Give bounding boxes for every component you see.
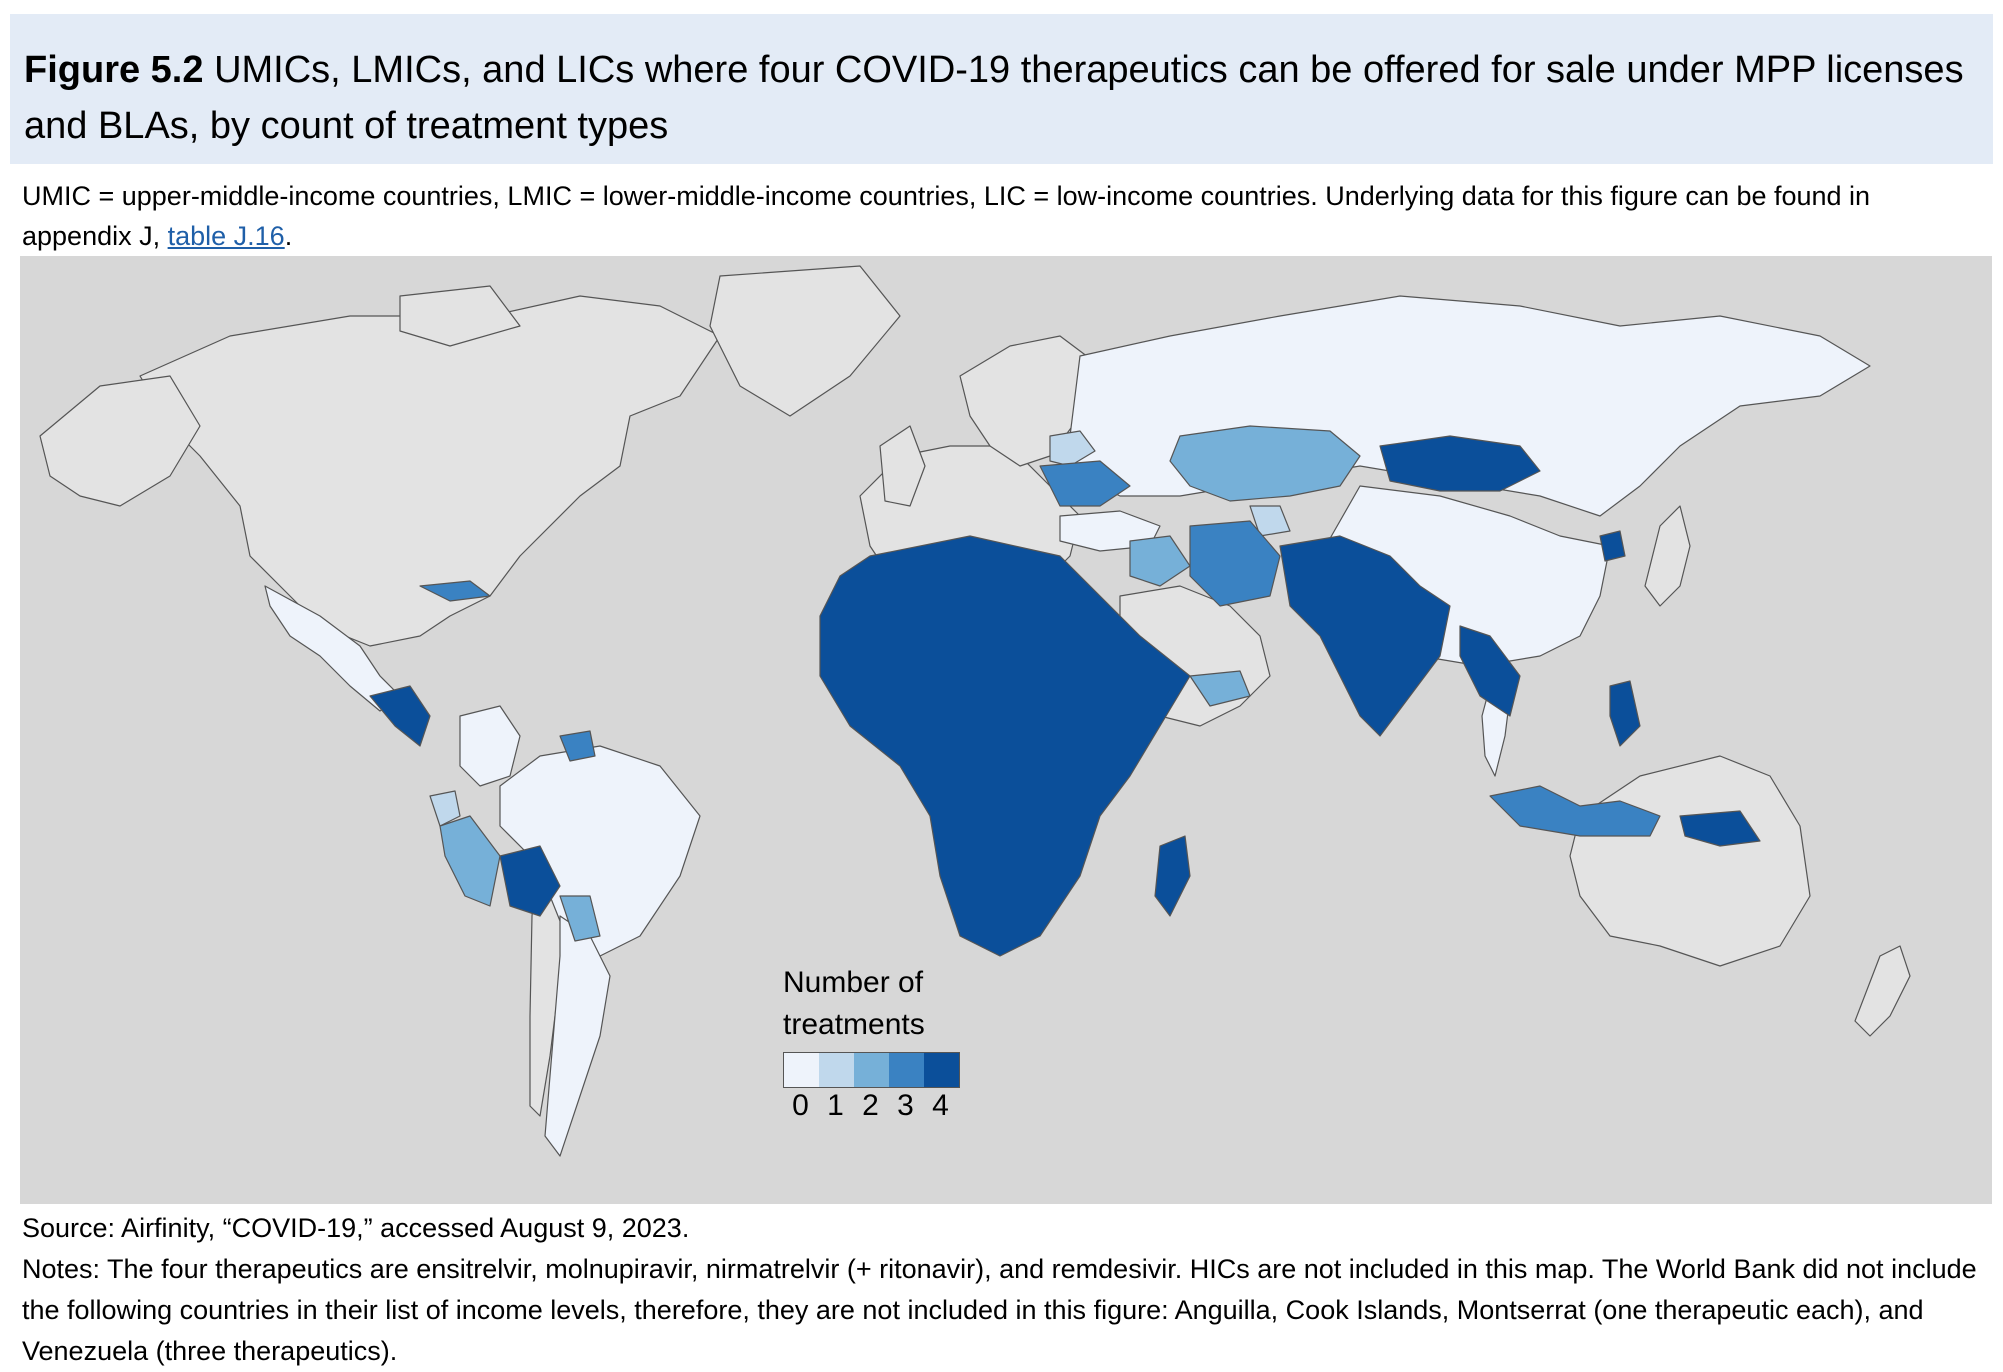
region-australia — [1570, 756, 1810, 966]
region-philippines — [1610, 681, 1640, 746]
region-greenland — [710, 266, 900, 416]
region-central-america — [370, 686, 430, 746]
legend-label-2: 2 — [853, 1088, 888, 1124]
legend-swatch-4 — [924, 1053, 959, 1087]
region-japan — [1645, 506, 1690, 606]
legend-label-0: 0 — [783, 1088, 818, 1124]
region-north-america — [140, 296, 720, 646]
legend-label-3: 3 — [888, 1088, 923, 1124]
region-north-korea — [1600, 531, 1625, 561]
figure-source: Source: Airfinity, “COVID-19,” accessed … — [22, 1208, 689, 1248]
region-iraq-syria — [1130, 536, 1190, 586]
legend-swatch-3 — [889, 1053, 924, 1087]
legend-swatches — [783, 1052, 960, 1088]
legend-label-4: 4 — [923, 1088, 958, 1124]
figure-title: Figure 5.2 UMICs, LMICs, and LICs where … — [24, 42, 1979, 154]
figure-title-text: UMICs, LMICs, and LICs where four COVID-… — [24, 49, 1964, 147]
figure-label: Figure 5.2 — [24, 49, 204, 91]
subtitle-text: UMIC = upper-middle-income countries, LM… — [22, 181, 1870, 251]
legend-label-1: 1 — [818, 1088, 853, 1124]
figure-subtitle: UMIC = upper-middle-income countries, LM… — [22, 176, 1982, 256]
region-kazakhstan — [1170, 426, 1360, 501]
figure-notes: Notes: The four therapeutics are ensitre… — [22, 1249, 1982, 1372]
region-madagascar — [1155, 836, 1190, 916]
table-link[interactable]: table J.16 — [168, 221, 285, 251]
map-svg — [20, 256, 1992, 1204]
subtitle-end: . — [285, 221, 293, 251]
legend-swatch-2 — [854, 1053, 889, 1087]
map-legend: Number of treatments 0 1 2 3 4 — [775, 962, 975, 1124]
region-peru — [440, 816, 500, 906]
legend-swatch-1 — [819, 1053, 854, 1087]
region-new-zealand — [1855, 946, 1910, 1036]
region-colombia — [460, 706, 520, 786]
world-map: Number of treatments 0 1 2 3 4 — [20, 256, 1992, 1204]
region-alaska — [40, 376, 200, 506]
legend-labels: 0 1 2 3 4 — [783, 1088, 958, 1124]
legend-title: Number of treatments — [783, 962, 975, 1046]
figure-title-box: Figure 5.2 UMICs, LMICs, and LICs where … — [10, 14, 1993, 164]
legend-swatch-0 — [784, 1053, 819, 1087]
